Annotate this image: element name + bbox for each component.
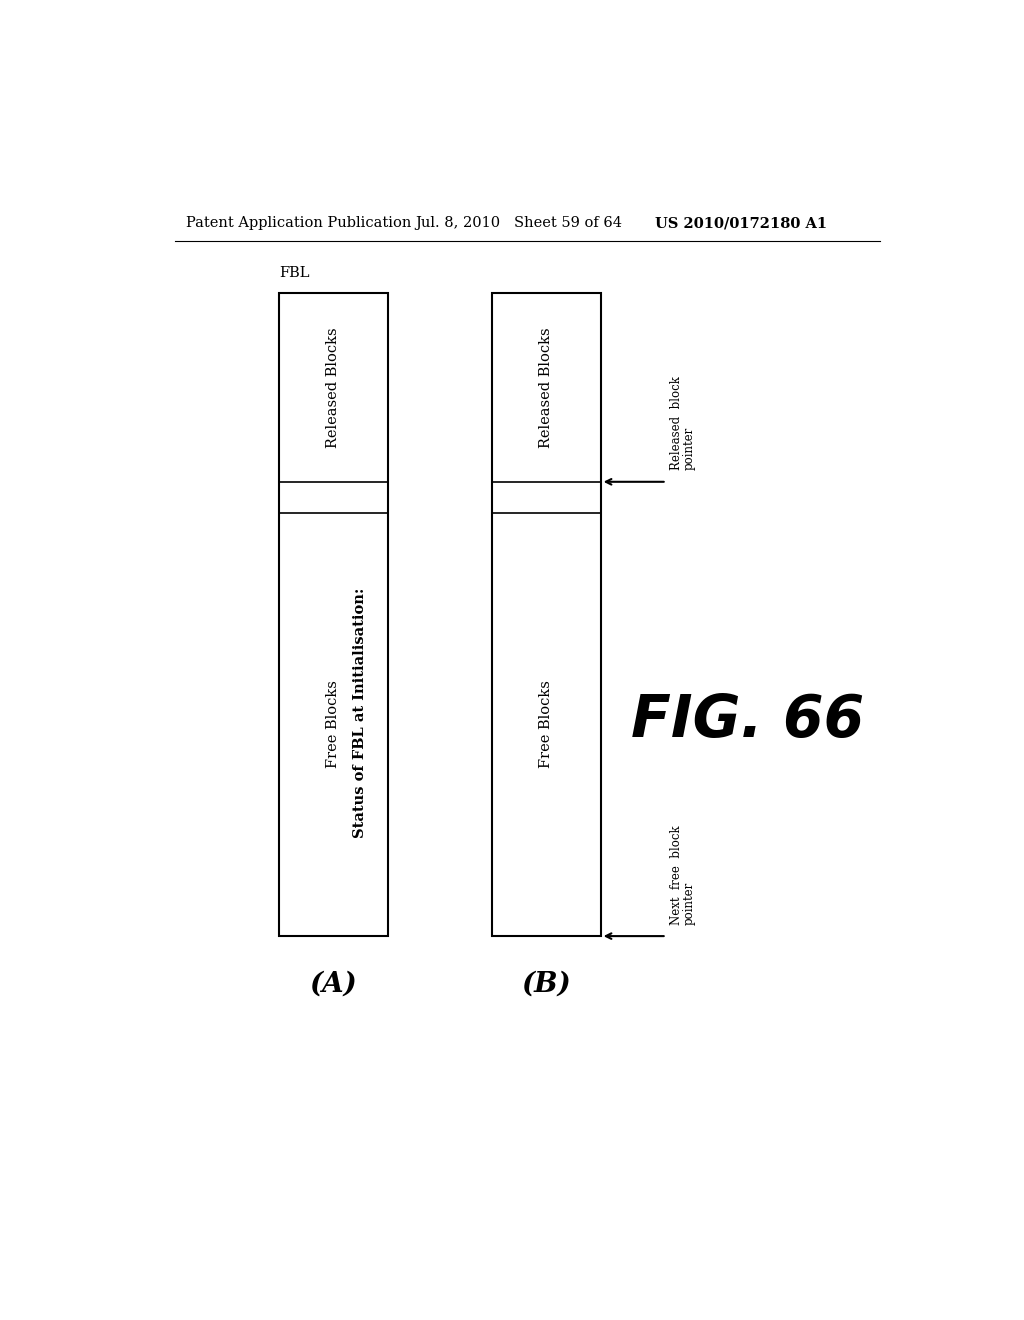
Text: Released Blocks: Released Blocks — [540, 327, 554, 447]
Text: FIG. 66: FIG. 66 — [632, 692, 864, 748]
Text: pointer: pointer — [683, 882, 696, 924]
Text: (A): (A) — [309, 970, 357, 998]
Text: Free Blocks: Free Blocks — [540, 680, 554, 768]
Text: Free Blocks: Free Blocks — [327, 680, 340, 768]
Text: Patent Application Publication: Patent Application Publication — [186, 216, 412, 230]
Text: FBL: FBL — [280, 267, 309, 280]
Text: Status of FBL at Initialisation:: Status of FBL at Initialisation: — [353, 587, 368, 838]
Text: pointer: pointer — [683, 426, 696, 470]
Text: US 2010/0172180 A1: US 2010/0172180 A1 — [655, 216, 827, 230]
Text: Released  block: Released block — [671, 376, 683, 470]
Text: Next  free  block: Next free block — [671, 825, 683, 924]
Text: Jul. 8, 2010   Sheet 59 of 64: Jul. 8, 2010 Sheet 59 of 64 — [415, 216, 622, 230]
Text: Released Blocks: Released Blocks — [327, 327, 340, 447]
Bar — [280, 293, 388, 936]
Text: (B): (B) — [521, 970, 571, 998]
Bar — [493, 293, 601, 936]
